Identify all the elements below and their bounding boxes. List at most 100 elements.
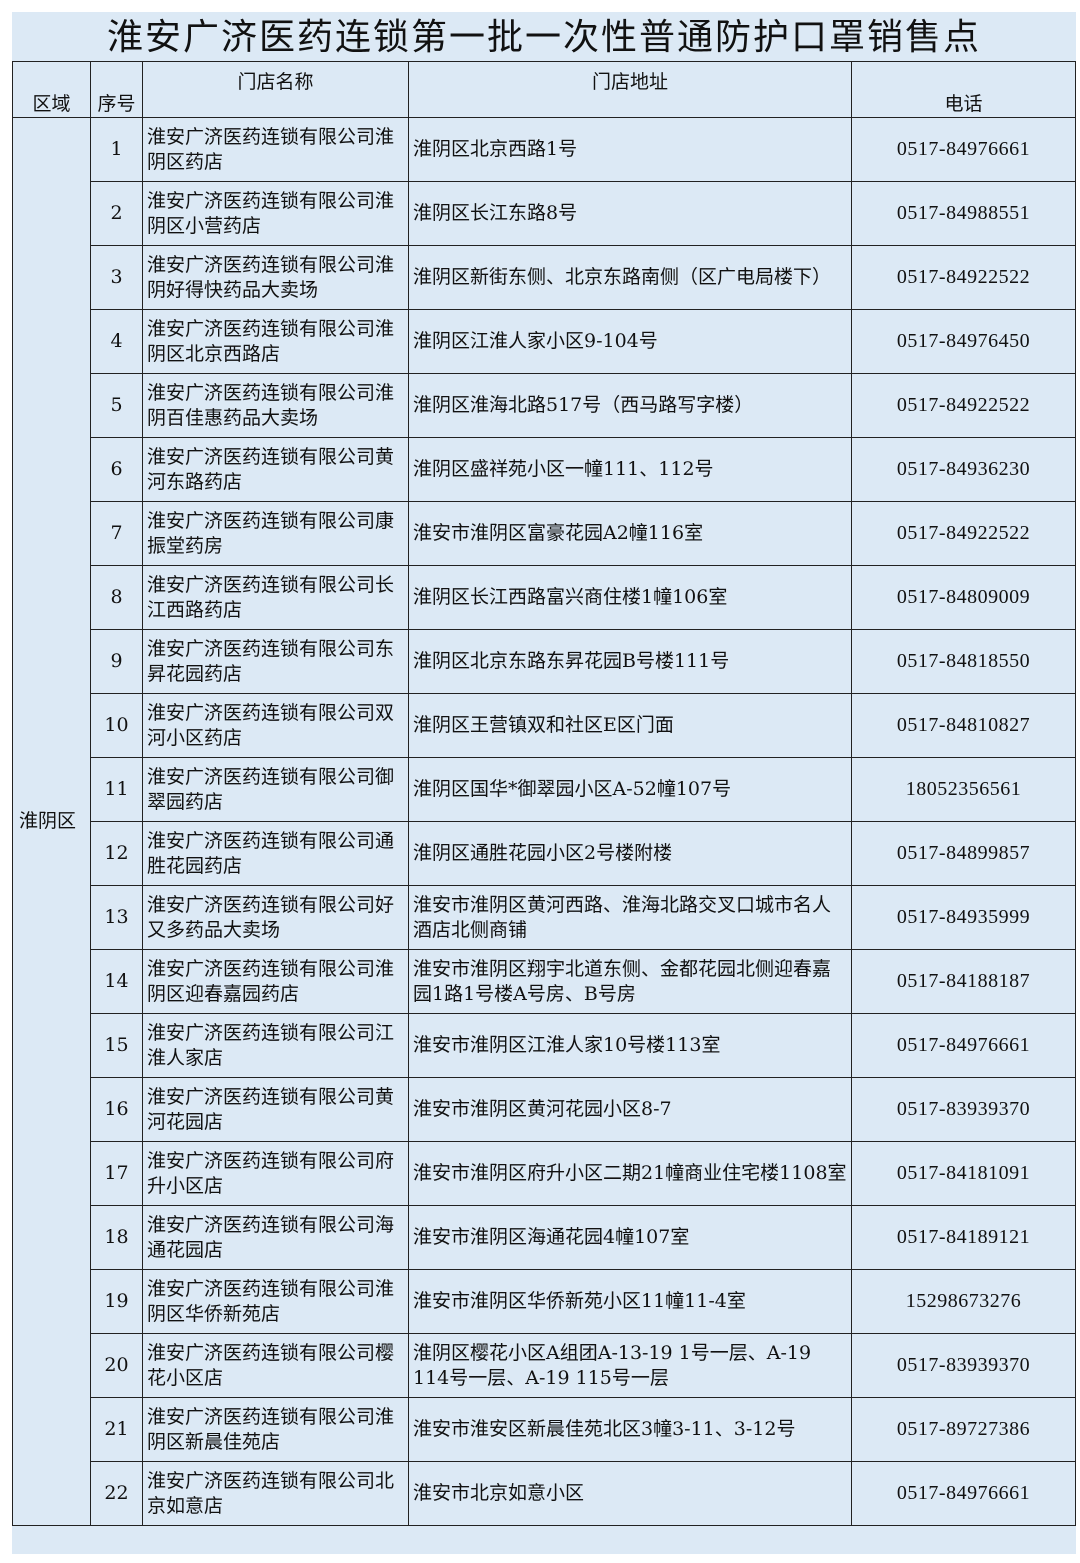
index-cell: 13	[90, 885, 143, 950]
table-row: 19 淮安广济医药连锁有限公司淮阴区华侨新苑店 淮安市淮阴区华侨新苑小区11幢11-…	[13, 1269, 1076, 1334]
header-address: 门店地址	[408, 61, 852, 118]
store-name-cell: 淮安广济医药连锁有限公司淮阴区华侨新苑店	[142, 1269, 409, 1334]
table-row: 12 淮安广济医药连锁有限公司通胜花园药店 淮阴区通胜花园小区2号楼附楼 0517-8…	[13, 821, 1076, 886]
phone-cell: 0517-84810827	[851, 693, 1076, 758]
table-row: 10 淮安广济医药连锁有限公司双河小区药店 淮阴区王营镇双和社区E区门面 0517-8…	[13, 693, 1076, 758]
index-cell: 7	[90, 501, 143, 566]
store-name-cell: 淮安广济医药连锁有限公司黄河东路药店	[142, 437, 409, 502]
address-cell: 淮安市淮安区新晨佳苑北区3幢3-11、3-12号	[408, 1397, 852, 1462]
store-name-cell: 淮安广济医药连锁有限公司黄河花园店	[142, 1077, 409, 1142]
address-cell: 淮安市淮阴区黄河西路、淮海北路交叉口城市名人酒店北侧商铺	[408, 885, 852, 950]
phone-cell: 0517-84899857	[851, 821, 1076, 886]
table-row: 11 淮安广济医药连锁有限公司御翠园药店 淮阴区国华*御翠园小区A-52幢107号 1…	[13, 757, 1076, 822]
index-cell: 1	[90, 117, 143, 182]
table-row: 18 淮安广济医药连锁有限公司海通花园店 淮安市淮阴区海通花园4幢107室 0517-…	[13, 1205, 1076, 1270]
header-row: 区域 序号 门店名称 门店地址 电话	[12, 61, 1076, 118]
phone-cell: 0517-84922522	[851, 501, 1076, 566]
table-row: 14 淮安广济医药连锁有限公司淮阴区迎春嘉园药店 淮安市淮阴区翔宇北道东侧、金都花园…	[13, 949, 1076, 1014]
address-cell: 淮阴区长江东路8号	[408, 181, 852, 246]
address-cell: 淮安市淮阴区海通花园4幢107室	[408, 1205, 852, 1270]
address-cell: 淮阴区国华*御翠园小区A-52幢107号	[408, 757, 852, 822]
store-name-cell: 淮安广济医药连锁有限公司淮阴好得快药品大卖场	[142, 245, 409, 310]
index-cell: 22	[90, 1461, 143, 1526]
store-name-cell: 淮安广济医药连锁有限公司淮阴区北京西路店	[142, 309, 409, 374]
store-name-cell: 淮安广济医药连锁有限公司海通花园店	[142, 1205, 409, 1270]
phone-cell: 0517-89727386	[851, 1397, 1076, 1462]
address-cell: 淮安市淮阴区翔宇北道东侧、金都花园北侧迎春嘉园1路1号楼A号房、B号房	[408, 949, 852, 1014]
table-row: 21 淮安广济医药连锁有限公司淮阴区新晨佳苑店 淮安市淮安区新晨佳苑北区3幢3-11…	[13, 1397, 1076, 1462]
table-row: 8 淮安广济医药连锁有限公司长江西路药店 淮阴区长江西路富兴商住楼1幢106室 051…	[13, 565, 1076, 630]
store-name-cell: 淮安广济医药连锁有限公司淮阴百佳惠药品大卖场	[142, 373, 409, 438]
phone-cell: 0517-84922522	[851, 373, 1076, 438]
table-row: 5 淮安广济医药连锁有限公司淮阴百佳惠药品大卖场 淮阴区淮海北路517号（西马路写字…	[13, 373, 1076, 438]
store-name-cell: 淮安广济医药连锁有限公司东昇花园药店	[142, 629, 409, 694]
address-cell: 淮安市淮阴区华侨新苑小区11幢11-4室	[408, 1269, 852, 1334]
index-cell: 5	[90, 373, 143, 438]
table-row: 2 淮安广济医药连锁有限公司淮阴区小营药店 淮阴区长江东路8号 0517-849885…	[13, 181, 1076, 246]
table-row: 9 淮安广济医药连锁有限公司东昇花园药店 淮阴区北京东路东昇花园B号楼111号 051…	[13, 629, 1076, 694]
store-name-cell: 淮安广济医药连锁有限公司长江西路药店	[142, 565, 409, 630]
table-row: 淮阴区 1 淮安广济医药连锁有限公司淮阴区药店 淮阴区北京西路1号 0517-84976…	[12, 117, 1076, 1526]
index-cell: 8	[90, 565, 143, 630]
index-cell: 20	[90, 1333, 143, 1398]
phone-cell: 0517-84188187	[851, 949, 1076, 1014]
store-name-cell: 淮安广济医药连锁有限公司淮阴区新晨佳苑店	[142, 1397, 409, 1462]
header-phone: 电话	[851, 61, 1076, 118]
index-cell: 14	[90, 949, 143, 1014]
store-name-cell: 淮安广济医药连锁有限公司御翠园药店	[142, 757, 409, 822]
phone-cell: 0517-84976450	[851, 309, 1076, 374]
index-cell: 6	[90, 437, 143, 502]
phone-cell: 15298673276	[851, 1269, 1076, 1334]
table-row: 17 淮安广济医药连锁有限公司府升小区店 淮安市淮阴区府升小区二期21幢商业住宅楼1…	[13, 1141, 1076, 1206]
index-cell: 4	[90, 309, 143, 374]
header-region: 区域	[12, 61, 91, 118]
store-name-cell: 淮安广济医药连锁有限公司好又多药品大卖场	[142, 885, 409, 950]
table-row: 16 淮安广济医药连锁有限公司黄河花园店 淮安市淮阴区黄河花园小区8-7 0517-8…	[13, 1077, 1076, 1142]
address-cell: 淮阴区江淮人家小区9-104号	[408, 309, 852, 374]
store-name-cell: 淮安广济医药连锁有限公司淮阴区药店	[142, 117, 409, 182]
table-row: 7 淮安广济医药连锁有限公司康振堂药房 淮安市淮阴区富豪花园A2幢116室 0517-…	[13, 501, 1076, 566]
store-name-cell: 淮安广济医药连锁有限公司双河小区药店	[142, 693, 409, 758]
index-cell: 16	[90, 1077, 143, 1142]
table-row: 20 淮安广济医药连锁有限公司樱花小区店 淮阴区樱花小区A组团A-13-19 1号一…	[13, 1333, 1076, 1398]
table-row: 6 淮安广济医药连锁有限公司黄河东路药店 淮阴区盛祥苑小区一幢111、112号 051…	[13, 437, 1076, 502]
phone-cell: 0517-84922522	[851, 245, 1076, 310]
index-cell: 10	[90, 693, 143, 758]
address-cell: 淮安市淮阴区富豪花园A2幢116室	[408, 501, 852, 566]
phone-cell: 18052356561	[851, 757, 1076, 822]
region-cell: 淮阴区	[12, 117, 91, 1526]
address-cell: 淮阴区北京东路东昇花园B号楼111号	[408, 629, 852, 694]
store-name-cell: 淮安广济医药连锁有限公司北京如意店	[142, 1461, 409, 1526]
table-row: 15 淮安广济医药连锁有限公司江淮人家店 淮安市淮阴区江淮人家10号楼113室 051…	[13, 1013, 1076, 1078]
phone-cell: 0517-83939370	[851, 1077, 1076, 1142]
phone-cell: 0517-84809009	[851, 565, 1076, 630]
header-store-name: 门店名称	[142, 61, 409, 118]
store-name-cell: 淮安广济医药连锁有限公司淮阴区迎春嘉园药店	[142, 949, 409, 1014]
phone-cell: 0517-84976661	[851, 1461, 1076, 1526]
index-cell: 17	[90, 1141, 143, 1206]
address-cell: 淮阴区新街东侧、北京东路南侧（区广电局楼下）	[408, 245, 852, 310]
address-cell: 淮安市淮阴区江淮人家10号楼113室	[408, 1013, 852, 1078]
address-cell: 淮阴区樱花小区A组团A-13-19 1号一层、A-19 114号一层、A-19 …	[408, 1333, 852, 1398]
index-cell: 12	[90, 821, 143, 886]
store-name-cell: 淮安广济医药连锁有限公司樱花小区店	[142, 1333, 409, 1398]
address-cell: 淮阴区长江西路富兴商住楼1幢106室	[408, 565, 852, 630]
phone-cell: 0517-84818550	[851, 629, 1076, 694]
header-index: 序号	[90, 61, 143, 118]
index-cell: 3	[90, 245, 143, 310]
index-cell: 21	[90, 1397, 143, 1462]
address-cell: 淮安市淮阴区府升小区二期21幢商业住宅楼1108室	[408, 1141, 852, 1206]
table-row: 22 淮安广济医药连锁有限公司北京如意店 淮安市北京如意小区 0517-8497666…	[13, 1461, 1076, 1526]
phone-cell: 0517-84988551	[851, 181, 1076, 246]
table-row: 13 淮安广济医药连锁有限公司好又多药品大卖场 淮安市淮阴区黄河西路、淮海北路交叉口…	[13, 885, 1076, 950]
phone-cell: 0517-83939370	[851, 1333, 1076, 1398]
index-cell: 18	[90, 1205, 143, 1270]
address-cell: 淮阴区王营镇双和社区E区门面	[408, 693, 852, 758]
page-title: 淮安广济医药连锁第一批一次性普通防护口罩销售点	[106, 17, 981, 58]
address-cell: 淮安市北京如意小区	[408, 1461, 852, 1526]
address-cell: 淮安市淮阴区黄河花园小区8-7	[408, 1077, 852, 1142]
table-row: 3 淮安广济医药连锁有限公司淮阴好得快药品大卖场 淮阴区新街东侧、北京东路南侧（区广…	[13, 245, 1076, 310]
phone-cell: 0517-84976661	[851, 1013, 1076, 1078]
index-cell: 11	[90, 757, 143, 822]
index-cell: 9	[90, 629, 143, 694]
